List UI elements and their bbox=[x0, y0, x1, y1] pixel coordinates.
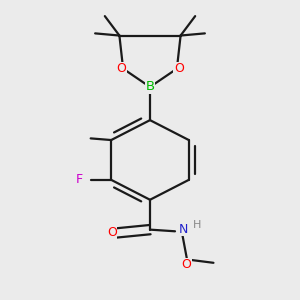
Text: O: O bbox=[174, 62, 184, 75]
Text: F: F bbox=[76, 173, 83, 186]
Text: O: O bbox=[116, 62, 126, 75]
Text: O: O bbox=[182, 258, 191, 271]
Text: B: B bbox=[146, 80, 154, 94]
Text: O: O bbox=[107, 226, 117, 239]
Text: N: N bbox=[179, 223, 188, 236]
Text: H: H bbox=[193, 220, 202, 230]
